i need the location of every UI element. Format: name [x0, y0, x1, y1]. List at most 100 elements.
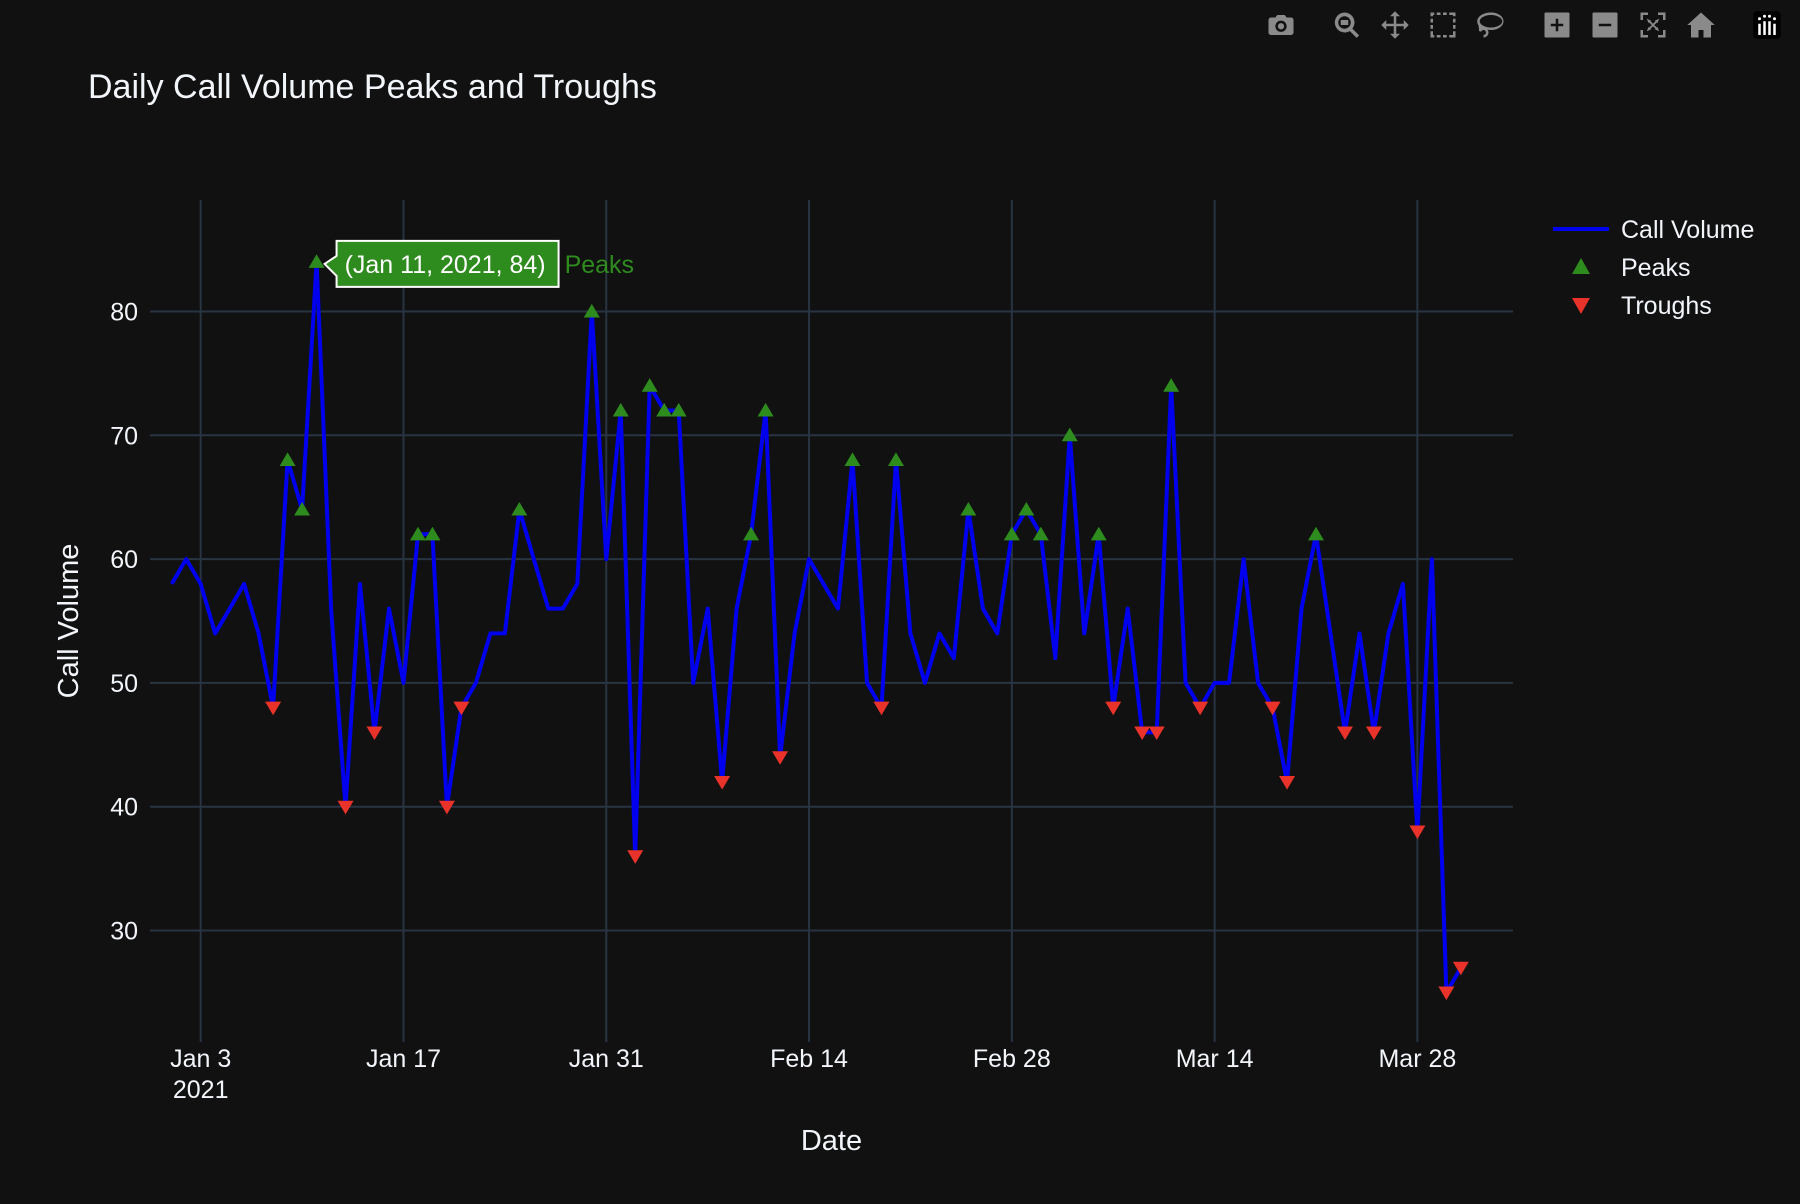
trough-marker[interactable]: [1192, 701, 1209, 716]
trough-marker[interactable]: [265, 701, 282, 716]
lasso-select-button[interactable]: [1474, 8, 1508, 42]
y-tick-label: 50: [110, 670, 138, 698]
trough-marker[interactable]: [438, 800, 455, 815]
peak-marker[interactable]: [279, 452, 296, 467]
autoscale-button[interactable]: [1636, 8, 1670, 42]
zoom-in-icon: [1544, 12, 1570, 38]
home-icon: [1687, 12, 1715, 38]
trough-marker[interactable]: [1148, 726, 1165, 741]
peak-marker[interactable]: [294, 501, 311, 516]
peak-marker[interactable]: [1308, 526, 1325, 541]
chart-title: Daily Call Volume Peaks and Troughs: [88, 68, 657, 106]
reset-axes-button[interactable]: [1684, 8, 1718, 42]
peak-marker[interactable]: [424, 526, 441, 541]
zoom-out-button[interactable]: [1588, 8, 1622, 42]
legend-label: Peaks: [1621, 254, 1690, 282]
peak-marker[interactable]: [1090, 526, 1107, 541]
x-tick-label: Jan 31: [569, 1045, 644, 1073]
legend-marker-swatch: [1572, 298, 1590, 314]
peak-marker[interactable]: [583, 303, 600, 318]
trough-marker[interactable]: [714, 775, 731, 790]
x-tick-label: Jan 17: [366, 1045, 441, 1073]
trough-marker[interactable]: [1336, 726, 1353, 741]
box-select-button[interactable]: [1426, 8, 1460, 42]
traces: [169, 259, 1463, 995]
trough-marker[interactable]: [453, 701, 470, 716]
pan-icon: [1381, 11, 1409, 39]
x-tick-sublabel: 2021: [173, 1076, 229, 1104]
peak-marker[interactable]: [308, 254, 325, 268]
hover-tooltip: (Jan 11, 2021, 84) Peaks: [323, 239, 634, 288]
zoom-icon: [1334, 12, 1360, 38]
peak-marker[interactable]: [1061, 427, 1078, 442]
peak-marker[interactable]: [1003, 526, 1020, 541]
trough-marker[interactable]: [1105, 701, 1122, 716]
trough-marker[interactable]: [337, 800, 354, 815]
peak-marker[interactable]: [844, 452, 861, 467]
x-tick-label: Jan 3: [170, 1045, 231, 1073]
hover-tooltip-box: [323, 239, 560, 288]
peak-marker[interactable]: [511, 501, 528, 516]
peak-marker[interactable]: [1032, 526, 1049, 541]
peak-marker[interactable]: [641, 378, 658, 392]
hover-tooltip-series: Peaks: [565, 251, 634, 279]
zoom-in-button[interactable]: [1540, 8, 1574, 42]
x-axis-title: Date: [801, 1125, 862, 1157]
peak-marker[interactable]: [656, 402, 673, 417]
plotly-logo-icon: [1753, 11, 1781, 39]
x-tick-label: Mar 28: [1378, 1045, 1456, 1073]
peak-marker[interactable]: [1163, 378, 1180, 392]
peak-marker[interactable]: [887, 452, 904, 467]
lasso-select-icon: [1477, 12, 1504, 38]
trough-marker[interactable]: [1279, 775, 1296, 790]
axis-ticks: 30 40 50 60 70 80 Jan 3 2021 Jan 17 Jan 31 Feb 14 F…: [110, 298, 1456, 1104]
y-axis-title: Call Volume: [53, 544, 85, 699]
peak-marker[interactable]: [409, 526, 426, 541]
trough-marker[interactable]: [873, 701, 890, 716]
legend-label: Troughs: [1621, 292, 1712, 320]
y-tick-label: 30: [110, 918, 138, 946]
autoscale-icon: [1640, 12, 1666, 38]
legend[interactable]: Call Volume Peaks Troughs: [1553, 216, 1754, 320]
box-select-icon: [1430, 12, 1456, 38]
trough-marker[interactable]: [1438, 986, 1455, 1001]
trough-marker[interactable]: [1134, 726, 1151, 741]
peak-marker[interactable]: [757, 402, 774, 417]
legend-marker-swatch: [1572, 258, 1590, 274]
zoom-out-icon: [1592, 12, 1618, 38]
legend-item-peaks[interactable]: Peaks: [1572, 254, 1690, 282]
y-tick-label: 70: [110, 422, 138, 450]
plotly-logo-button[interactable]: [1750, 8, 1784, 42]
peak-marker[interactable]: [960, 501, 977, 516]
trough-marker[interactable]: [366, 726, 383, 741]
trough-marker[interactable]: [1409, 825, 1426, 840]
camera-button[interactable]: [1264, 8, 1298, 42]
y-tick-label: 60: [110, 546, 138, 574]
pan-button[interactable]: [1378, 8, 1412, 42]
markers: [265, 254, 1469, 1001]
trough-marker[interactable]: [772, 751, 789, 765]
plot-area[interactable]: [150, 200, 1513, 1042]
x-tick-label: Feb 14: [770, 1045, 848, 1073]
x-tick-label: Feb 28: [973, 1045, 1051, 1073]
legend-item-call-volume[interactable]: Call Volume: [1553, 216, 1754, 244]
zoom-button[interactable]: [1330, 8, 1364, 42]
legend-item-troughs[interactable]: Troughs: [1572, 292, 1712, 320]
y-tick-label: 80: [110, 298, 138, 326]
camera-icon: [1268, 15, 1294, 35]
trough-marker[interactable]: [1452, 961, 1469, 976]
modebar: [1250, 8, 1784, 42]
legend-label: Call Volume: [1621, 216, 1754, 244]
peak-marker[interactable]: [743, 526, 760, 541]
x-tick-label: Mar 14: [1176, 1045, 1254, 1073]
trough-marker[interactable]: [1264, 701, 1281, 716]
grid-lines: [150, 200, 1513, 1042]
trough-marker[interactable]: [1365, 726, 1382, 741]
call-volume-line[interactable]: [169, 259, 1463, 995]
trough-marker[interactable]: [627, 850, 644, 864]
y-tick-label: 40: [110, 794, 138, 822]
peak-marker[interactable]: [670, 402, 687, 417]
peak-marker[interactable]: [1018, 501, 1035, 516]
peak-marker[interactable]: [612, 402, 629, 417]
